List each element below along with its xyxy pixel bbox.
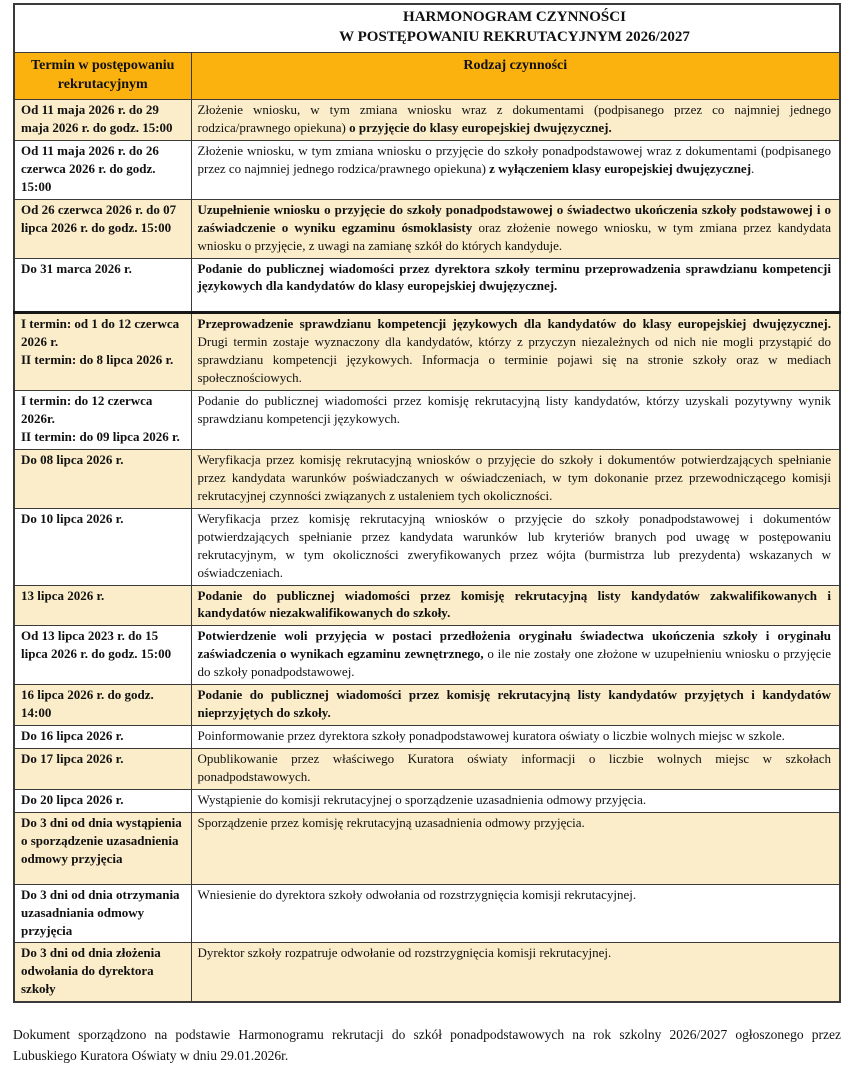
table-row: Do 3 dni od dnia wystąpienia o sporządze… xyxy=(13,811,841,885)
table-row: Od 26 czerwca 2026 r. do 07 lipca 2026 r… xyxy=(13,198,841,259)
table-row: Do 31 marca 2026 r. Podanie do publicznej… xyxy=(13,257,841,314)
activity-text: Złożenie wniosku, w tym zmiana wniosku o… xyxy=(197,142,832,176)
activity-cell: Sporządzenie przez komisję rekrutacyjną … xyxy=(190,811,841,885)
schedule-table-body: Od 11 maja 2026 r. do 29 maja 2026 r. do… xyxy=(13,99,841,1003)
table-row: 13 lipca 2026 r. Podanie do publicznej wi… xyxy=(13,584,841,627)
term-cell: I termin: od 1 do 12 czerwca 2026 r. II t… xyxy=(13,311,192,392)
activity-cell: Podanie do publicznej wiadomości przez k… xyxy=(190,584,841,627)
activity-text: Dyrektor szkoły rozpatruje odwołanie od … xyxy=(197,945,612,961)
activity-cell: Podanie do publicznej wiadomości przez d… xyxy=(190,257,841,314)
term-cell: Do 10 lipca 2026 r. xyxy=(13,507,192,586)
activity-cell: Podanie do publicznej wiadomości przez k… xyxy=(190,390,841,450)
activity-text-bold: Podanie do publicznej wiadomości przez k… xyxy=(197,687,832,721)
header-row: Termin w postępowaniu rekrutacyjnym Rodz… xyxy=(13,52,841,100)
table-row: I termin: od 1 do 12 czerwca 2026 r. II t… xyxy=(13,311,841,392)
activity-text: Poinformowanie przez dyrektora szkoły po… xyxy=(197,728,785,744)
table-row: Do 08 lipca 2026 r. Weryfikacja przez kom… xyxy=(13,448,841,509)
term-cell: Do 08 lipca 2026 r. xyxy=(13,448,192,509)
term-cell: Od 26 czerwca 2026 r. do 07 lipca 2026 r… xyxy=(13,198,192,259)
term-cell: Do 20 lipca 2026 r. xyxy=(13,788,192,813)
activity-text: oraz złożenie nowego wniosku, w tym zmia… xyxy=(197,219,832,253)
activity-text: Złożenie wniosku, w tym zmiana wniosku w… xyxy=(197,102,832,135)
activity-text: . xyxy=(751,160,755,176)
term-cell: Od 11 maja 2026 r. do 26 czerwca 2026 r.… xyxy=(13,139,192,200)
title-row: HARMONOGRAM CZYNNOŚCI W POSTĘPOWANIU REK… xyxy=(13,3,841,53)
table-row: Od 11 maja 2026 r. do 26 czerwca 2026 r.… xyxy=(13,139,841,200)
table-row: Do 20 lipca 2026 r. Wystąpienie do komisj… xyxy=(13,788,841,813)
activity-cell: Uzupełnienie wniosku o przyjęcie do szko… xyxy=(190,198,841,259)
activity-cell: Poinformowanie przez dyrektora szkoły po… xyxy=(190,725,841,749)
activity-cell: Weryfikacja przez komisję rekrutacyjną w… xyxy=(190,448,841,509)
term-cell: Do 17 lipca 2026 r. xyxy=(13,748,192,790)
activity-text: Podanie do publicznej wiadomości przez k… xyxy=(197,393,832,427)
activity-text: o ile nie zostały one złożone w uzupełni… xyxy=(197,646,832,680)
activity-text-bold: Podanie do publicznej wiadomości przez d… xyxy=(197,260,832,294)
activity-cell: Weryfikacja przez komisję rekrutacyjną w… xyxy=(190,507,841,586)
document-title: HARMONOGRAM CZYNNOŚCI W POSTĘPOWANIU REK… xyxy=(13,3,841,53)
activity-text: Opublikowanie przez właściwego Kuratora … xyxy=(197,751,832,784)
activity-cell: Opublikowanie przez właściwego Kuratora … xyxy=(190,748,841,790)
term-cell: Do 31 marca 2026 r. xyxy=(13,257,192,314)
table-row: Do 16 lipca 2026 r. Poinformowanie przez … xyxy=(13,725,841,749)
activity-text: Wystąpienie do komisji rekrutacyjnej o s… xyxy=(197,791,647,807)
activity-text-bold: o przyjęcie do klasy europejskiej dwujęz… xyxy=(349,119,612,135)
table-row: Od 11 maja 2026 r. do 29 maja 2026 r. do… xyxy=(13,99,841,141)
activity-text: Weryfikacja przez komisję rekrutacyjną w… xyxy=(197,451,832,503)
term-cell: 13 lipca 2026 r. xyxy=(13,584,192,627)
table-row: Do 10 lipca 2026 r. Weryfikacja przez kom… xyxy=(13,507,841,586)
table-row: Od 13 lipca 2023 r. do 15 lipca 2026 r. … xyxy=(13,625,841,686)
activity-cell: Wystąpienie do komisji rekrutacyjnej o s… xyxy=(190,788,841,813)
term-cell: Do 3 dni od dnia otrzymania uzasadniania… xyxy=(13,883,192,944)
title-line-2: W POSTĘPOWANIU REKRUTACYJNYM 2026/2027 xyxy=(339,29,690,45)
footer-note: Dokument sporządzono na podstawie Harmon… xyxy=(13,1027,841,1063)
activity-text: Sporządzenie przez komisję rekrutacyjną … xyxy=(197,814,585,830)
term-cell: Do 3 dni od dnia wystąpienia o sporządze… xyxy=(13,811,192,885)
title-line-1: HARMONOGRAM CZYNNOŚCI xyxy=(403,9,626,25)
activity-text-bold: z wyłączeniem klasy europejskiej dwujęzy… xyxy=(489,160,752,176)
table-row: Do 3 dni od dnia otrzymania uzasadniania… xyxy=(13,883,841,944)
activity-cell: Potwierdzenie woli przyjęcia w postaci p… xyxy=(190,625,841,686)
column-header-activity: Rodzaj czynności xyxy=(190,52,841,100)
activity-cell: Złożenie wniosku, w tym zmiana wniosku o… xyxy=(190,139,841,200)
table-row: Do 3 dni od dnia złożenia odwołania do d… xyxy=(13,942,841,1003)
term-cell: 16 lipca 2026 r. do godz. 14:00 xyxy=(13,684,192,727)
activity-text: Wniesienie do dyrektora szkoły odwołania… xyxy=(197,886,637,902)
term-cell: Od 11 maja 2026 r. do 29 maja 2026 r. do… xyxy=(13,99,192,141)
activity-cell: Podanie do publicznej wiadomości przez k… xyxy=(190,684,841,727)
column-header-term: Termin w postępowaniu rekrutacyjnym xyxy=(13,52,192,100)
activity-text-bold: Potwierdzenie woli przyjęcia w postaci p… xyxy=(197,628,832,662)
activity-cell: Dyrektor szkoły rozpatruje odwołanie od … xyxy=(190,942,841,1003)
activity-cell: Przeprowadzenie sprawdzianu kompetencji … xyxy=(190,311,841,392)
activity-text-bold: Przeprowadzenie sprawdzianu kompetencji … xyxy=(197,316,832,332)
schedule-table: HARMONOGRAM CZYNNOŚCI W POSTĘPOWANIU REK… xyxy=(13,3,841,1004)
term-cell: Od 13 lipca 2023 r. do 15 lipca 2026 r. … xyxy=(13,625,192,686)
activity-text-bold: Uzupełnienie wniosku o przyjęcie do szko… xyxy=(197,201,832,235)
activity-text: Weryfikacja przez komisję rekrutacyjną w… xyxy=(197,510,832,580)
table-row: Do 17 lipca 2026 r. Opublikowanie przez w… xyxy=(13,748,841,790)
term-cell: Do 3 dni od dnia złożenia odwołania do d… xyxy=(13,942,192,1003)
activity-cell: Wniesienie do dyrektora szkoły odwołania… xyxy=(190,883,841,944)
term-cell: Do 16 lipca 2026 r. xyxy=(13,725,192,749)
activity-cell: Złożenie wniosku, w tym zmiana wniosku w… xyxy=(190,99,841,141)
activity-text: Drugi termin zostaje wyznaczony dla kand… xyxy=(197,334,832,386)
table-row: 16 lipca 2026 r. do godz. 14:00 Podanie d… xyxy=(13,684,841,727)
term-cell: I termin: do 12 czerwca 2026r. II termin:… xyxy=(13,390,192,450)
table-row: I termin: do 12 czerwca 2026r. II termin:… xyxy=(13,390,841,450)
activity-text-bold: Podanie do publicznej wiadomości przez k… xyxy=(197,587,832,621)
